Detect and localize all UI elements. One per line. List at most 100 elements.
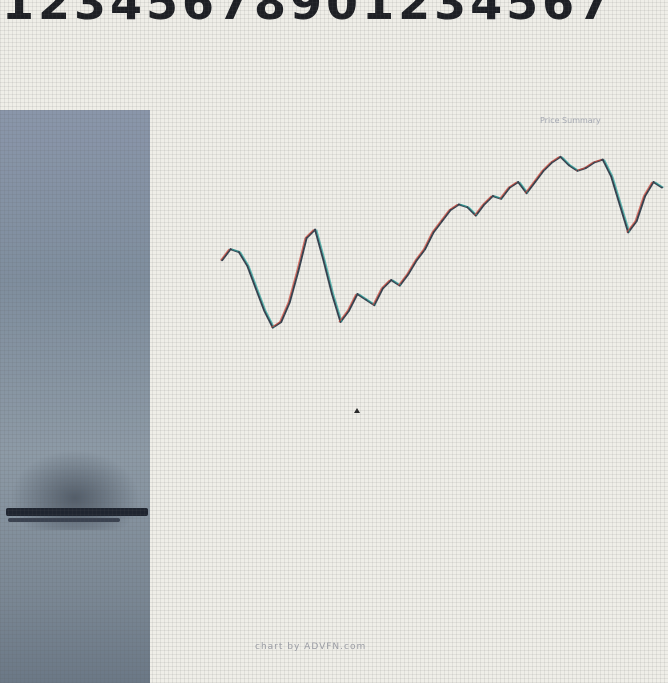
price-segment xyxy=(346,293,357,312)
price-point xyxy=(238,251,240,253)
price-point xyxy=(322,259,325,262)
price-point xyxy=(246,265,249,267)
price-point xyxy=(508,186,511,189)
price-point xyxy=(348,309,350,312)
price-point xyxy=(474,214,477,217)
price-point xyxy=(280,321,283,323)
price-point xyxy=(559,155,562,158)
price-point xyxy=(398,284,401,287)
price-segment xyxy=(338,310,348,323)
price-point xyxy=(517,181,520,183)
chart-marks xyxy=(219,155,664,329)
price-point xyxy=(305,237,308,239)
price-point xyxy=(466,206,469,209)
price-point xyxy=(297,270,300,273)
price-point xyxy=(542,169,545,172)
price-point xyxy=(534,181,536,183)
price-segment xyxy=(304,229,315,239)
price-segment xyxy=(439,209,450,222)
number-strip: 12345678901234567 xyxy=(2,0,615,28)
chart-svg xyxy=(219,155,664,329)
price-point xyxy=(661,186,663,189)
price-segment xyxy=(380,279,391,289)
price-segment xyxy=(256,288,267,312)
price-point xyxy=(491,195,494,197)
price-point xyxy=(458,203,460,206)
price-segment xyxy=(524,181,535,194)
mouse-cursor-icon xyxy=(354,408,360,413)
price-point xyxy=(525,192,528,195)
price-point xyxy=(271,326,274,329)
price-segment xyxy=(366,299,377,306)
price-segment xyxy=(239,251,250,267)
price-segment xyxy=(358,293,368,301)
price-segment xyxy=(265,310,275,328)
price-segment xyxy=(634,195,645,222)
price-segment xyxy=(296,237,306,272)
price-point xyxy=(288,301,291,304)
chart-top-label: Price Summary xyxy=(540,116,601,125)
panel-smudge xyxy=(10,450,140,530)
price-point xyxy=(331,293,333,295)
price-point xyxy=(415,259,418,262)
panel-dark-bar xyxy=(6,508,148,516)
price-point xyxy=(229,248,232,251)
chart-footer-label: chart by ADVFN.com xyxy=(255,642,367,652)
price-segment xyxy=(507,181,518,189)
price-point xyxy=(373,304,376,307)
price-point xyxy=(263,309,266,312)
price-point xyxy=(601,158,604,161)
price-point xyxy=(593,161,596,164)
price-segment xyxy=(324,260,335,295)
price-segment xyxy=(315,229,326,261)
price-point xyxy=(254,287,257,290)
price-point xyxy=(644,195,646,197)
price-segment xyxy=(448,203,458,211)
price-segment xyxy=(482,195,492,205)
price-point xyxy=(339,321,342,323)
price-segment xyxy=(541,161,551,172)
price-segment xyxy=(423,232,433,250)
price-segment xyxy=(279,302,289,323)
price-segment xyxy=(372,288,382,306)
price-point xyxy=(314,228,316,231)
price-point xyxy=(390,279,393,281)
price-segment xyxy=(550,156,560,163)
price-point xyxy=(610,175,613,178)
price-chart[interactable] xyxy=(150,110,668,683)
price-point xyxy=(364,298,367,301)
price-point xyxy=(500,197,503,200)
price-segment xyxy=(620,204,631,233)
price-segment xyxy=(332,293,343,323)
price-segment xyxy=(397,274,408,286)
price-segment xyxy=(612,176,622,205)
price-point xyxy=(424,248,426,251)
price-point xyxy=(618,203,621,206)
price-segment xyxy=(643,181,653,197)
price-segment xyxy=(654,181,664,189)
price-point xyxy=(381,287,384,290)
price-segment xyxy=(406,260,416,275)
price-segment xyxy=(219,248,230,261)
price-point xyxy=(576,169,579,172)
price-segment xyxy=(561,156,571,166)
price-segment xyxy=(583,161,594,169)
price-segment xyxy=(603,159,614,177)
price-segment xyxy=(533,170,543,183)
price-segment xyxy=(392,279,402,287)
price-segment xyxy=(248,265,258,289)
price-point xyxy=(635,220,638,223)
price-segment xyxy=(414,248,425,261)
price-point xyxy=(584,167,587,169)
price-point xyxy=(356,293,359,295)
price-point xyxy=(432,231,435,234)
price-segment xyxy=(626,220,636,233)
price-point xyxy=(407,273,410,276)
price-point xyxy=(568,164,570,167)
price-point xyxy=(221,259,223,262)
side-panel xyxy=(0,110,150,683)
price-segment xyxy=(287,271,298,303)
price-point xyxy=(627,231,630,234)
price-point xyxy=(441,220,443,223)
